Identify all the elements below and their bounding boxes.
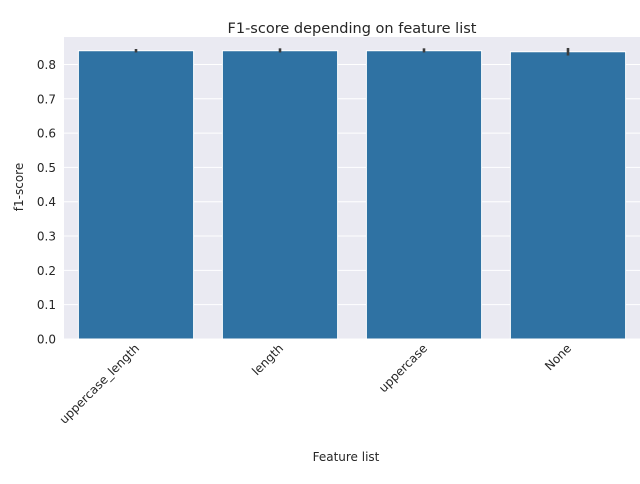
x-tick-labels: uppercase_length length uppercase None [57,341,574,426]
x-tick-label: length [249,341,286,378]
y-tick-label: 0.8 [37,58,56,72]
x-tick-label: uppercase_length [57,341,142,426]
y-tick-label: 0.4 [37,195,56,209]
y-tick-label: 0.5 [37,161,56,175]
bar-length [221,50,339,340]
bars [77,50,627,340]
y-tick-label: 0.0 [37,333,56,347]
chart-title: F1-score depending on feature list [228,21,477,37]
x-axis-label: Feature list [313,450,380,464]
y-axis-label: f1-score [12,163,26,211]
x-tick-label: None [542,341,574,373]
y-tick-label: 0.3 [37,230,56,244]
error-bars [134,47,570,56]
y-tick-label: 0.2 [37,264,56,278]
bar-uppercase [365,50,483,340]
x-tick-label: uppercase [376,341,430,395]
y-tick-labels: 0.0 0.1 0.2 0.3 0.4 0.5 0.6 0.7 0.8 [37,58,56,347]
y-tick-label: 0.7 [37,92,56,106]
bar-uppercase-length [77,50,195,340]
y-tick-label: 0.1 [37,298,56,312]
bar-none [509,51,627,340]
y-tick-label: 0.6 [37,127,56,141]
